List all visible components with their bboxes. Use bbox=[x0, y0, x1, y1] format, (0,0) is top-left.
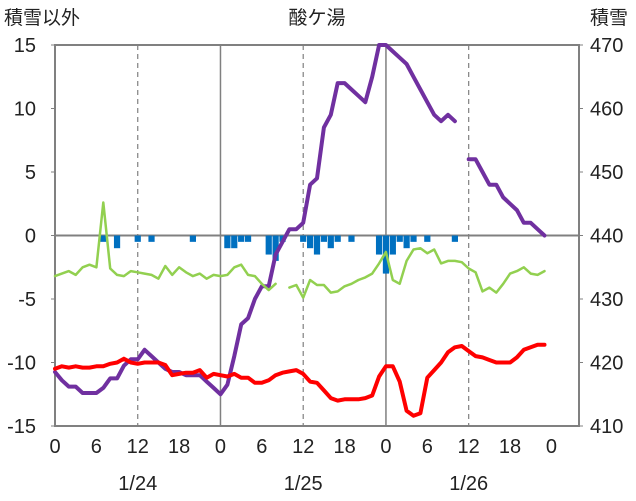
snow-change-bar bbox=[100, 235, 107, 242]
left-tick-label: 10 bbox=[14, 99, 36, 121]
right-tick-label: 470 bbox=[590, 35, 623, 57]
snow-change-bar bbox=[307, 235, 314, 249]
temperature-line bbox=[53, 342, 547, 418]
x-tick-label: 0 bbox=[49, 436, 60, 458]
snow-change-bar bbox=[272, 235, 279, 261]
snow-change-bar bbox=[231, 235, 238, 249]
right-tick-label: 440 bbox=[590, 226, 623, 248]
snow-change-bar bbox=[451, 235, 458, 242]
right-axis-ticks: 470 460 450 440 430 420 410 bbox=[590, 35, 623, 438]
wind-line bbox=[53, 201, 546, 299]
right-tick-label: 410 bbox=[590, 416, 623, 438]
x-axis-ticks: 0 6 12 18 0 6 12 18 0 6 12 18 0 bbox=[49, 436, 557, 458]
snow-change-bar bbox=[389, 235, 396, 255]
snow-change-bar bbox=[396, 235, 403, 242]
x-tick-label: 0 bbox=[546, 436, 557, 458]
x-tick-label: 6 bbox=[422, 436, 433, 458]
x-tick-label: 12 bbox=[292, 436, 314, 458]
left-tick-label: -15 bbox=[7, 416, 36, 438]
snow-change-bar bbox=[410, 235, 417, 242]
snow-change-bar bbox=[424, 235, 431, 242]
x-tick-label: 6 bbox=[256, 436, 267, 458]
x-tick-label: 12 bbox=[458, 436, 480, 458]
x-tick-label: 18 bbox=[499, 436, 521, 458]
snow-change-bar bbox=[265, 235, 272, 255]
left-tick-label: -10 bbox=[7, 353, 36, 375]
right-tick-label: 450 bbox=[590, 162, 623, 184]
snow_depth-line bbox=[53, 43, 547, 397]
left-tick-label: 0 bbox=[25, 226, 36, 248]
snow-change-bar bbox=[327, 235, 334, 249]
snow-change-bar bbox=[348, 235, 355, 242]
left-tick-label: 15 bbox=[14, 35, 36, 57]
right-tick-label: 430 bbox=[590, 289, 623, 311]
x-tick-label: 18 bbox=[168, 436, 190, 458]
x-tick-label: 6 bbox=[91, 436, 102, 458]
snow-change-bar bbox=[403, 235, 410, 249]
left-axis-ticks: 15 10 5 0 -5 -10 -15 bbox=[7, 35, 36, 438]
snow-change-bar bbox=[134, 235, 141, 242]
snow-change-bar bbox=[189, 235, 196, 242]
right-axis-label: 積雪 bbox=[590, 7, 628, 29]
snow-change-bar bbox=[375, 235, 383, 255]
date-labels: 1/24 1/25 1/26 bbox=[118, 473, 488, 495]
snow-change-bar bbox=[238, 235, 245, 242]
left-tick-label: -5 bbox=[18, 289, 36, 311]
snow-change-bar bbox=[320, 235, 327, 242]
left-tick-label: 5 bbox=[25, 162, 36, 184]
x-tick-label: 0 bbox=[215, 436, 226, 458]
snow-change-bar bbox=[148, 235, 155, 242]
chart-title: 酸ケ湯 bbox=[288, 7, 345, 29]
snow-change-bar bbox=[334, 235, 341, 242]
snow-change-bar bbox=[113, 235, 121, 249]
date-label: 1/24 bbox=[118, 473, 157, 495]
series-lines bbox=[53, 43, 547, 418]
x-tick-label: 0 bbox=[380, 436, 391, 458]
date-label: 1/26 bbox=[449, 473, 488, 495]
snow-change-bar bbox=[313, 235, 321, 255]
left-axis-label: 積雪以外 bbox=[4, 7, 80, 29]
right-tick-label: 420 bbox=[590, 353, 623, 375]
snow-change-bar bbox=[300, 235, 307, 242]
date-label: 1/25 bbox=[284, 473, 323, 495]
x-tick-label: 18 bbox=[333, 436, 355, 458]
snow-change-bar bbox=[244, 235, 252, 242]
x-tick-label: 12 bbox=[127, 436, 149, 458]
right-tick-label: 460 bbox=[590, 99, 623, 121]
snow-change-bar bbox=[224, 235, 231, 249]
